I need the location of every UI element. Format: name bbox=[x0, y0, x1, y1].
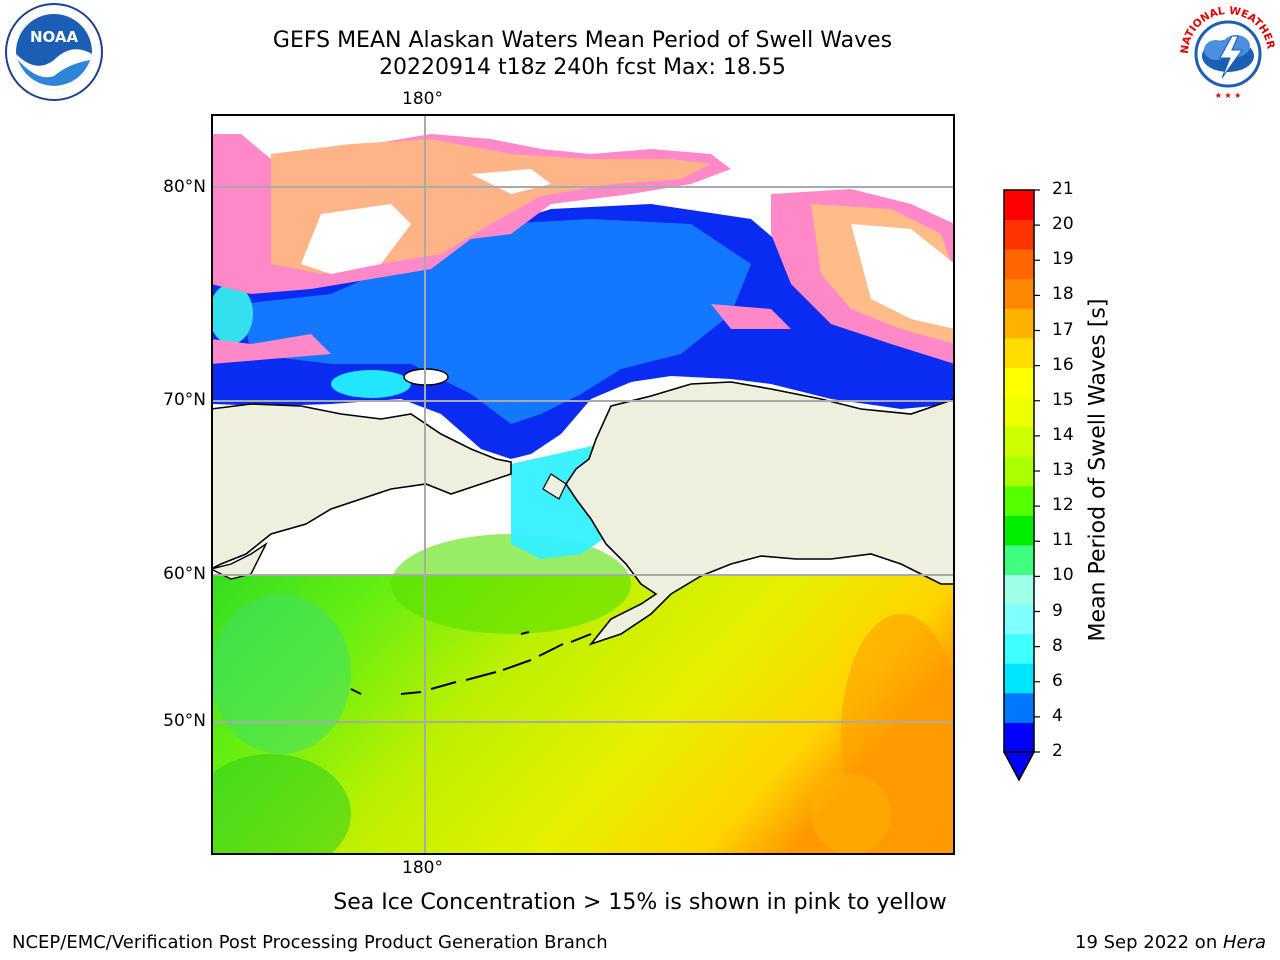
colorbar-tick-label: 13 bbox=[1052, 460, 1074, 480]
colorbar-swatch bbox=[1004, 397, 1034, 428]
noaa-logo-text: NOAA bbox=[30, 28, 79, 46]
colorbar-swatch bbox=[1004, 663, 1034, 694]
colorbar-tick-label: 18 bbox=[1052, 284, 1074, 305]
chart-subtitle: 20220914 t18z 240h fcst Max: 18.55 bbox=[379, 55, 786, 80]
colorbar-swatch bbox=[1004, 574, 1034, 605]
colorbar-swatch bbox=[1004, 515, 1034, 546]
lat-label-80n: 80°N bbox=[163, 177, 206, 197]
colorbar-tick-label: 17 bbox=[1052, 319, 1074, 340]
colorbar-tick-label: 10 bbox=[1052, 565, 1074, 586]
colorbar-tick-label: 8 bbox=[1052, 635, 1063, 656]
footer-host: Hera bbox=[1222, 932, 1266, 953]
footer-credit: NCEP/EMC/Verification Post Processing Pr… bbox=[12, 932, 608, 953]
lat-label-70n: 70°N bbox=[163, 390, 206, 410]
lat-label-60n: 60°N bbox=[163, 564, 206, 584]
colorbar-swatch bbox=[1004, 604, 1034, 635]
colorbar-tick-label: 19 bbox=[1052, 249, 1074, 270]
land-alaska bbox=[565, 381, 954, 646]
chart-title: GEFS MEAN Alaskan Waters Mean Period of … bbox=[272, 28, 893, 53]
colorbar-swatch bbox=[1004, 485, 1034, 516]
colorbar-swatch bbox=[1004, 337, 1034, 368]
colorbar-tick-label: 9 bbox=[1052, 600, 1063, 621]
colorbar-extend-arrow bbox=[1002, 751, 1036, 782]
colorbar-swatch bbox=[1004, 190, 1034, 221]
colorbar-swatch bbox=[1004, 456, 1034, 487]
land-siberia bbox=[212, 403, 512, 570]
map-panel bbox=[211, 114, 955, 855]
footer-date-text: 19 Sep 2022 on bbox=[1075, 932, 1223, 953]
colorbar-swatch bbox=[1004, 249, 1034, 280]
colorbar-title: Mean Period of Swell Waves [s] bbox=[1085, 298, 1111, 642]
colorbar-swatch bbox=[1004, 367, 1034, 398]
colorbar-swatch bbox=[1004, 544, 1034, 576]
colorbar-swatch bbox=[1004, 633, 1034, 664]
colorbar-swatch bbox=[1004, 722, 1034, 753]
colorbar-tick-label: 20 bbox=[1052, 214, 1074, 235]
nws-logo: NATIONAL WEATHER SERVICE ★ ★ ★ bbox=[1172, 0, 1280, 102]
colorbar-swatch bbox=[1004, 278, 1034, 309]
colorbar-tick-label: 2 bbox=[1052, 741, 1063, 761]
colorbar-tick-label: 6 bbox=[1052, 670, 1063, 691]
sea-ice-caption: Sea Ice Concentration > 15% is shown in … bbox=[333, 890, 947, 915]
colorbar-tick-label: 21 bbox=[1052, 179, 1074, 199]
svg-text:★ ★ ★: ★ ★ ★ bbox=[1215, 91, 1242, 100]
colorbar-swatch bbox=[1004, 219, 1034, 250]
graticule bbox=[212, 115, 954, 854]
lon-label-bottom: 180° bbox=[402, 858, 443, 878]
colorbar-swatch bbox=[1004, 692, 1034, 723]
colorbar-tick-label: 15 bbox=[1052, 389, 1074, 410]
colorbar-swatch bbox=[1004, 426, 1034, 457]
colorbar bbox=[1000, 186, 1040, 786]
colorbar-tick-label: 11 bbox=[1052, 530, 1074, 551]
colorbar-swatch bbox=[1004, 308, 1034, 339]
colorbar-tick-label: 14 bbox=[1052, 424, 1074, 445]
aleutian-islands bbox=[350, 631, 592, 695]
colorbar-tick-label: 12 bbox=[1052, 495, 1074, 516]
lat-label-50n: 50°N bbox=[163, 711, 206, 731]
noaa-logo: NOAA bbox=[2, 2, 106, 102]
footer-date: 19 Sep 2022 on Hera bbox=[1075, 932, 1266, 953]
colorbar-tick-label: 4 bbox=[1052, 705, 1063, 726]
colorbar-tick-label: 16 bbox=[1052, 354, 1074, 375]
lon-label-top: 180° bbox=[402, 89, 443, 109]
